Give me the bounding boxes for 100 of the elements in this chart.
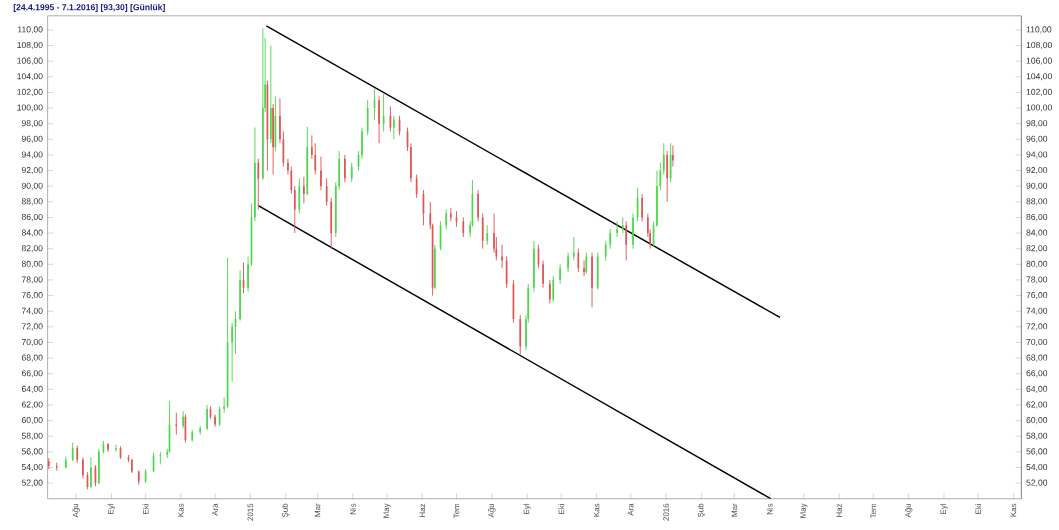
candlestick [641,193,643,222]
candlestick [231,322,233,382]
y2-tick-label: 56,00 [1026,448,1048,456]
candlestick [71,441,74,462]
y2-tick-label: 52,00 [1026,479,1048,487]
y-tick-label: 100,00 [17,104,43,112]
y-tick-label: 72,00 [21,323,43,331]
y-tick-label: 66,00 [21,369,43,378]
candlestick [583,259,585,277]
candlestick [350,162,353,183]
chart-title: [24.4.1995 - 7.1.2016] [93,30] [Günlük] [13,3,165,12]
candlestick [64,455,67,469]
y-tick-label: 74,00 [21,307,43,315]
candlestick [262,27,264,181]
y2-tick-label: 108,00 [1026,41,1052,49]
candlestick [486,224,489,246]
y2-tick-label: 100,00 [1026,104,1052,112]
y-tick-label: 78,00 [21,276,43,284]
y2-tick-label: 68,00 [1026,354,1048,362]
y2-tick-label: 62,00 [1026,401,1048,409]
candlestick [656,169,658,228]
candlestick [410,142,412,183]
y2-tick-label: 92,00 [1026,166,1048,174]
y2-tick-label: 90,00 [1026,182,1048,190]
candlestick [159,451,162,465]
y-tick-label: 86,00 [21,213,43,221]
y-tick-label: 58,00 [21,432,43,440]
candlestick [462,216,465,238]
y-tick-label: 82,00 [21,244,43,253]
candlestick [434,244,436,290]
y2-tick-label: 110,00 [1026,26,1052,34]
y2-tick-label: 60,00 [1026,416,1048,424]
y2-tick-label: 54,00 [1026,463,1048,471]
y2-tick-label: 70,00 [1026,338,1048,346]
candlestick [82,456,84,479]
y2-tick-label: 78,00 [1026,276,1048,284]
candlestick [325,177,328,206]
y2-tick-label: 64,00 [1026,385,1048,393]
y2-tick-label: 106,00 [1026,57,1052,65]
candlestick [98,448,100,485]
y-tick-label: 64,00 [21,385,43,393]
candlestick [585,251,588,274]
y2-tick-label: 82,00 [1026,244,1048,253]
y-tick-label: 102,00 [17,88,43,96]
candlestick [604,240,607,261]
candlestick [533,240,535,292]
y2-tick-label: 86,00 [1026,213,1048,221]
candlestick [239,269,241,321]
candlestick [572,236,575,261]
candlestick [567,251,569,273]
candlestick [247,255,249,292]
y-tick-label: 52,00 [21,479,43,487]
y-tick-label: 80,00 [21,260,43,268]
y2-tick-label: 74,00 [1026,307,1048,315]
candlestick [549,279,551,304]
y-tick-label: 94,00 [21,151,43,159]
candlestick [115,444,117,453]
y2-tick-label: 104,00 [1026,73,1052,81]
candlestick [666,150,669,203]
y-tick-label: 70,00 [21,338,43,346]
candlestick [107,442,109,453]
candlestick [303,176,305,204]
candlestick [223,396,226,414]
candlestick [320,155,322,191]
candlestick [542,259,544,289]
candlestick [378,95,380,144]
y-tick-label: 108,00 [17,41,43,49]
candlestick [270,44,272,144]
y2-tick-label: 76,00 [1026,291,1048,299]
y2-tick-label: 84,00 [1026,229,1048,237]
y-tick-label: 92,00 [21,166,43,174]
y-tick-label: 56,00 [21,448,43,456]
candlestick [552,275,555,303]
candlestick [206,404,208,431]
y-tick-label: 60,00 [21,416,43,424]
y-tick-label: 84,00 [21,229,43,237]
candlestick [481,212,484,249]
candlestick [616,220,618,238]
y2-tick-label: 96,00 [1026,135,1048,143]
y2-tick-label: 58,00 [1026,432,1048,440]
candlestick [625,220,628,261]
candlestick [632,212,634,249]
y2-tick-label: 94,00 [1026,151,1048,159]
candlestick [393,115,395,140]
candlestick [672,144,674,167]
candlestick [344,154,346,183]
y-tick-label: 68,00 [21,354,43,362]
candlestick [279,97,281,144]
candlestick [559,263,561,285]
y-tick-label: 90,00 [21,182,43,190]
y-tick-label: 76,00 [21,291,43,299]
y-tick-label: 54,00 [21,463,43,471]
y-tick-label: 98,00 [21,119,43,127]
candlestick [257,158,260,210]
y2-tick-label: 102,00 [1026,88,1052,96]
y-tick-label: 106,00 [17,57,43,65]
y2-tick-label: 72,00 [1026,323,1048,331]
candlestick [609,228,612,249]
candlestick [591,251,593,308]
candlestick [254,126,256,222]
